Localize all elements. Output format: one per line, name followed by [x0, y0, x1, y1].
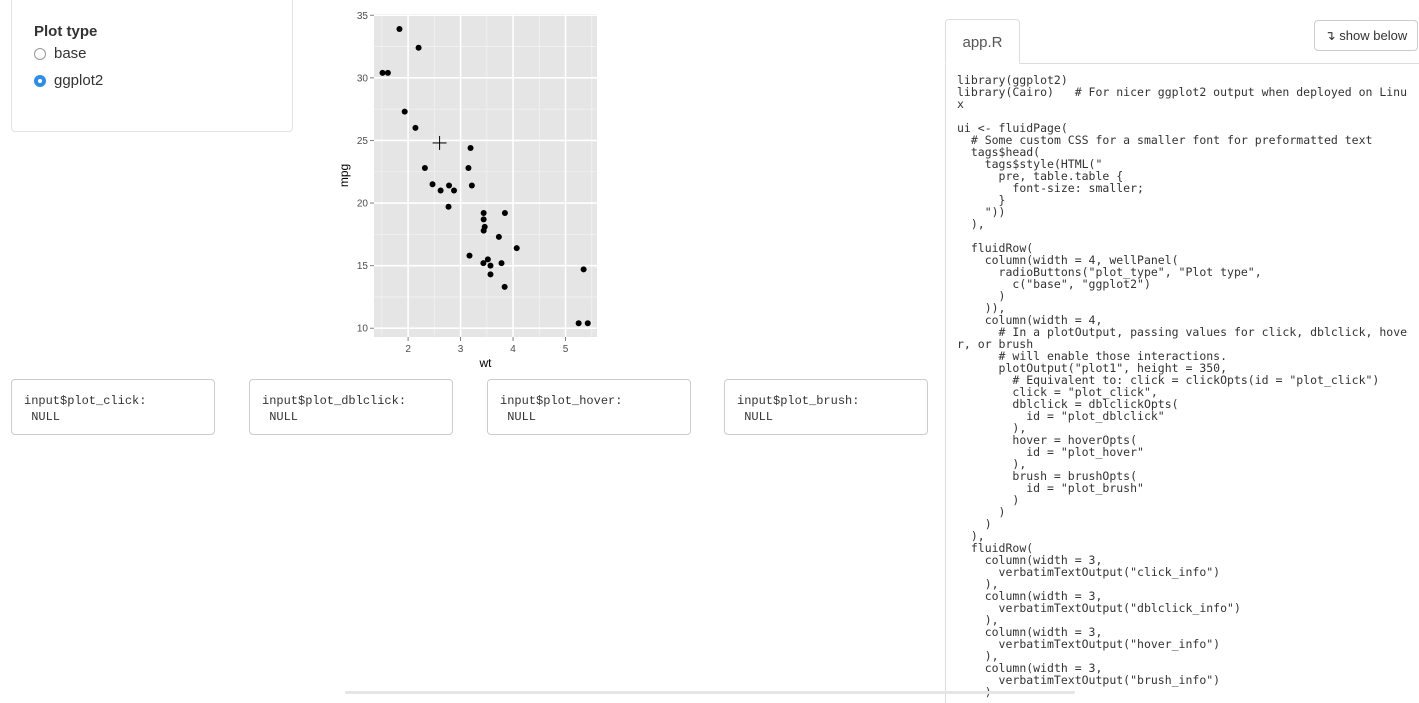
dblclick-info-label: input$plot_dblclick:	[262, 394, 407, 408]
data-point	[480, 210, 487, 217]
radio-ggplot2[interactable]: ggplot2	[34, 72, 103, 89]
data-point	[384, 69, 391, 76]
data-point	[379, 69, 386, 76]
data-point	[484, 256, 491, 263]
data-point	[466, 252, 473, 259]
radio-base-label[interactable]: base	[54, 45, 87, 62]
scatter-plot[interactable]: 2 3 4 5 10 15 20 25 30 35 wt mpg	[330, 0, 620, 372]
data-point	[467, 144, 474, 151]
data-point	[445, 203, 452, 210]
data-point	[465, 164, 472, 171]
data-point	[415, 44, 422, 51]
tick-label-y: 35	[357, 11, 369, 22]
tick-label-x: 4	[510, 344, 516, 355]
tick-label-x: 5	[563, 344, 569, 355]
data-point	[575, 320, 582, 327]
radio-ggplot2-label[interactable]: ggplot2	[54, 72, 104, 89]
tab-app-r[interactable]: app.R	[945, 19, 1020, 64]
tick-label-x: 3	[458, 344, 464, 355]
source-code: library(ggplot2) library(Cairo) # For ni…	[957, 73, 1408, 698]
show-below-button[interactable]: ↴ show below	[1314, 20, 1418, 51]
click-info-label: input$plot_click:	[24, 394, 147, 408]
dblclick-info-value: NULL	[262, 410, 299, 424]
data-point	[468, 182, 475, 189]
data-point	[437, 187, 444, 194]
click-info-box: input$plot_click: NULL	[11, 379, 215, 435]
data-point	[580, 266, 587, 273]
data-point	[446, 182, 453, 189]
data-point	[501, 210, 508, 217]
data-point	[429, 181, 436, 188]
radio-circle-icon[interactable]	[34, 47, 46, 60]
hover-info-box: input$plot_hover: NULL	[487, 379, 691, 435]
dblclick-info-box: input$plot_dblclick: NULL	[249, 379, 453, 435]
radio-circle-icon[interactable]	[34, 74, 46, 87]
radio-base[interactable]: base	[34, 45, 87, 62]
data-point	[487, 271, 494, 278]
data-point	[487, 262, 494, 269]
tick-label-y: 10	[357, 324, 369, 335]
data-point	[584, 320, 591, 327]
hover-info-label: input$plot_hover:	[500, 394, 623, 408]
tick-label-x: 2	[405, 344, 411, 355]
hover-info-value: NULL	[500, 410, 537, 424]
data-point	[498, 260, 505, 267]
plot-type-panel: Plot type base ggplot2	[11, 0, 293, 132]
data-point	[480, 227, 487, 234]
data-point	[480, 216, 487, 223]
code-panel	[945, 63, 1419, 703]
data-point	[501, 283, 508, 290]
data-point	[396, 26, 403, 33]
data-point	[495, 233, 502, 240]
horizontal-scrollbar[interactable]	[345, 691, 1075, 694]
plot-panel	[374, 14, 597, 337]
brush-info-label: input$plot_brush:	[737, 394, 860, 408]
data-point	[451, 187, 458, 194]
tick-label-y: 20	[357, 199, 369, 210]
data-point	[401, 108, 408, 115]
tick-label-y: 15	[357, 261, 369, 272]
plot-type-label: Plot type	[34, 23, 98, 40]
brush-info-value: NULL	[737, 410, 774, 424]
y-axis-label: mpg	[337, 164, 351, 187]
data-point	[421, 164, 428, 171]
tick-label-y: 25	[357, 136, 369, 147]
x-axis-label: wt	[479, 356, 493, 370]
data-point	[513, 245, 520, 252]
tick-label-y: 30	[357, 73, 369, 84]
click-info-value: NULL	[24, 410, 61, 424]
brush-info-box: input$plot_brush: NULL	[724, 379, 928, 435]
data-point	[480, 260, 487, 267]
data-point	[412, 124, 419, 131]
